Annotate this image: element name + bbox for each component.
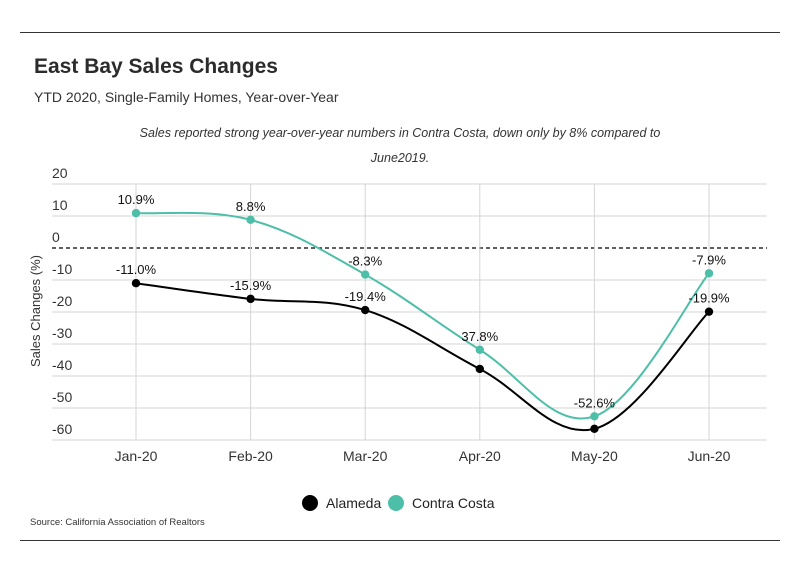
data-label: 37.8% xyxy=(461,329,498,344)
data-point xyxy=(246,294,255,304)
data-label: -8.3% xyxy=(348,254,382,269)
data-label: -19.4% xyxy=(345,289,387,304)
x-axis-ticks: Jan-20 Feb-20 Mar-20 Apr-20 May-20 Jun-20 xyxy=(115,448,731,464)
data-label: -52.6% xyxy=(574,395,616,410)
legend-swatch xyxy=(388,495,404,511)
y-axis-label: Sales Changes (%) xyxy=(28,255,43,367)
data-point xyxy=(590,424,599,433)
y-tick-label: 0 xyxy=(52,229,60,245)
data-point xyxy=(131,208,141,218)
data-label: -15.9% xyxy=(230,278,272,293)
y-tick-label: 10 xyxy=(52,197,68,213)
legend: Alameda Contra Costa xyxy=(302,495,495,511)
data-point xyxy=(475,364,484,374)
data-point xyxy=(590,412,599,421)
series-points xyxy=(131,208,714,433)
y-tick-label: -40 xyxy=(52,357,72,373)
y-tick-label: -30 xyxy=(52,325,72,341)
data-label: -19.9% xyxy=(688,291,730,306)
x-tick-label: May-20 xyxy=(571,448,618,464)
data-label: -11.0% xyxy=(116,262,157,277)
data-point xyxy=(704,307,714,316)
data-label: -7.9% xyxy=(692,252,726,267)
y-axis-ticks: 20 10 0 -10 -20 -30 -40 -50 -60 xyxy=(52,165,72,437)
chart-subtitle: YTD 2020, Single-Family Homes, Year-over… xyxy=(34,89,339,105)
y-tick-label: -60 xyxy=(52,421,72,437)
data-point xyxy=(361,270,370,279)
y-tick-label: 20 xyxy=(52,165,68,181)
x-tick-label: Jan-20 xyxy=(115,448,158,464)
legend-swatch xyxy=(302,495,318,511)
series-lines xyxy=(135,211,710,432)
data-label: 8.8% xyxy=(236,199,266,214)
x-tick-label: Jun-20 xyxy=(688,448,731,464)
series-line-contra-costa xyxy=(135,211,710,420)
chart-annotation: Sales reported strong year-over-year num… xyxy=(139,126,661,165)
data-label: 10.9% xyxy=(118,192,155,207)
legend-label: Contra Costa xyxy=(412,495,495,511)
chart-title: East Bay Sales Changes xyxy=(34,55,278,78)
top-rule xyxy=(20,32,780,33)
data-point xyxy=(475,345,484,354)
grid xyxy=(52,183,767,441)
x-tick-label: Feb-20 xyxy=(228,448,273,464)
data-point xyxy=(704,269,714,278)
y-tick-label: -50 xyxy=(52,389,72,405)
data-point xyxy=(131,279,141,288)
data-point xyxy=(361,305,370,315)
data-labels: 10.9% 8.8% -8.3% 37.8% -52.6% -7.9% -11.0% -15.… xyxy=(116,192,730,410)
data-point xyxy=(246,215,255,225)
y-tick-label: -20 xyxy=(52,293,72,309)
x-tick-label: Mar-20 xyxy=(343,448,388,464)
legend-label: Alameda xyxy=(326,495,381,511)
y-tick-label: -10 xyxy=(52,261,72,277)
x-tick-label: Apr-20 xyxy=(459,448,501,464)
source-note: Source: California Association of Realto… xyxy=(30,517,205,528)
bottom-rule xyxy=(20,540,780,541)
